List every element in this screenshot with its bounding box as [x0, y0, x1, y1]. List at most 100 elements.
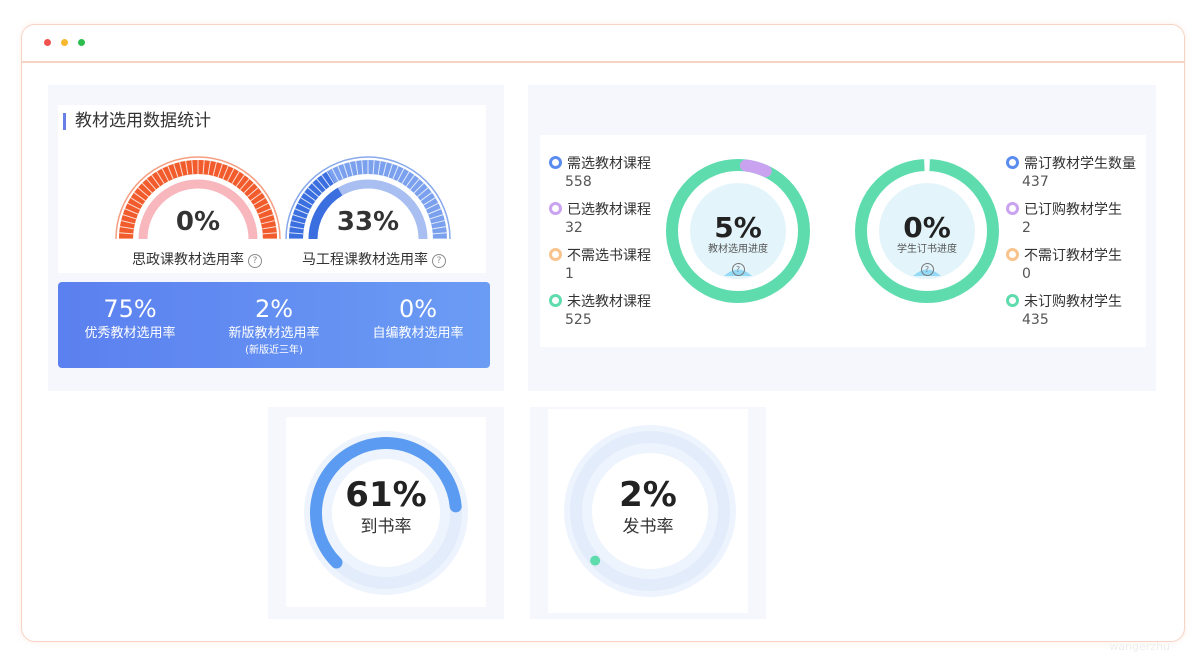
arrival-rate-svg [304, 431, 468, 595]
gauge-tick [289, 232, 304, 235]
gauge-tick [217, 163, 223, 178]
legend-item: 需订教材学生数量 437 [1006, 155, 1136, 191]
gauge-tick [405, 174, 415, 187]
gauge-tick [425, 202, 439, 210]
arrival-rate-percent: 61% [345, 475, 427, 515]
gauge-tick [321, 174, 331, 187]
gauge-tick [262, 232, 277, 235]
gauge-tick [409, 178, 420, 190]
gauge-tick [427, 208, 442, 215]
gauge-tick [311, 182, 323, 194]
rate-ring-value-dot [590, 555, 601, 566]
gauge-tick [185, 160, 189, 175]
close-dot-icon[interactable] [44, 39, 51, 46]
gauge-tick [343, 163, 349, 178]
gauge-tick [156, 171, 165, 184]
legend-label: 未选教材课程 [567, 294, 651, 310]
gauge-tick [257, 208, 272, 215]
course-progress-percent: 5% [714, 211, 762, 244]
gauge-tick [337, 165, 344, 180]
gauge-tick [255, 202, 269, 210]
gauge-tick [247, 187, 259, 198]
gauge-tick [300, 197, 313, 206]
legend-label: 已订购教材学生 [1024, 202, 1122, 218]
stat-new-edition-value: 2% [254, 295, 294, 323]
legend-value: 435 [1022, 312, 1049, 328]
legend-item: 未订购教材学生 435 [1006, 293, 1122, 329]
watermark: wangerzhu [1109, 640, 1170, 653]
progress-card: 需选教材课程 558 已选教材课程 32 不需选书课程 1 未选教材课程 525 需订教材学生… [540, 135, 1146, 347]
legend-value: 437 [1022, 174, 1049, 190]
gauge-tick [377, 160, 381, 175]
maximize-dot-icon[interactable] [78, 39, 85, 46]
gauge-tick [127, 202, 141, 210]
gauge-tick [122, 214, 137, 220]
help-icon[interactable]: ? [248, 254, 262, 268]
course-progress-donut [666, 159, 810, 303]
arrival-rate-center: 61% 到书率 [286, 475, 486, 539]
gauge-tick [291, 220, 305, 225]
gauge-tick [261, 220, 275, 225]
gauge-tick [151, 174, 161, 187]
legend-label: 未订购教材学生 [1024, 294, 1122, 310]
gauge-tick [401, 171, 410, 184]
gauge-tick [417, 187, 429, 198]
gauge-tick [250, 192, 263, 202]
legend-ring-icon [549, 156, 562, 169]
gauge-tick [392, 165, 399, 180]
help-icon[interactable]: ? [432, 254, 446, 268]
gauge-tick [137, 187, 149, 198]
engineering-gauge-percent: 33% [336, 207, 400, 237]
gauge-tick [207, 160, 211, 175]
legend-item: 未选教材课程 525 [549, 293, 651, 329]
gauge-tick [231, 171, 240, 184]
stat-excellent: 75% 优秀教材选用率 [60, 294, 200, 344]
student-progress-percent: 0% [903, 211, 951, 244]
ideology-gauge-percent: 0% [175, 207, 221, 237]
stat-new-edition-sub: (新版近三年) [245, 345, 303, 356]
help-icon[interactable]: ? [731, 263, 745, 276]
gauge-tick [429, 214, 444, 220]
gauge-tick [372, 160, 375, 175]
gauge-tick [397, 168, 405, 182]
legend-item: 已选教材课程 32 [549, 201, 651, 237]
dispatch-rate-svg [564, 425, 736, 597]
stat-new-edition-label: 新版教材选用率 [228, 326, 320, 341]
legend-label: 需选教材课程 [567, 156, 651, 172]
legend-item: 已订购教材学生 2 [1006, 201, 1122, 237]
stat-self-edited: 0% 自编教材选用率 [348, 294, 488, 344]
gauge-tick [432, 226, 447, 230]
gauge-tick [262, 226, 277, 230]
legend-item: 不需订教材学生 0 [1006, 247, 1122, 283]
legend-item: 需选教材课程 558 [549, 155, 651, 191]
dispatch-rate-ring [564, 425, 736, 597]
gauge-tick [413, 182, 425, 194]
selection-stats-panel: 教材选用数据统计 0% 33% 思政课教材选用率? 马工程课教材选用率? 75% [48, 85, 504, 391]
legend-value: 1 [565, 266, 574, 282]
gauge-inner-value [308, 187, 343, 240]
gauge-tick [292, 214, 307, 220]
legend-label: 不需订教材学生 [1024, 248, 1122, 264]
rate-ring-face [332, 459, 440, 567]
engineering-gauge [285, 156, 451, 240]
gauge-tick [331, 168, 339, 182]
gauge-tick [289, 226, 304, 230]
donut-inner-disc [690, 183, 786, 279]
gauge-tick [191, 160, 194, 175]
dispatch-rate-center: 2% 发书率 [548, 475, 748, 539]
gauge-tick [222, 165, 229, 180]
donut-inner-disc [879, 183, 975, 279]
dispatch-rate-percent: 2% [619, 475, 677, 515]
gauge-tick [124, 208, 139, 215]
gauge-tick [307, 187, 319, 198]
progress-panel: 需选教材课程 558 已选教材课程 32 不需选书课程 1 未选教材课程 525 需订教材学生… [528, 85, 1156, 391]
legend-value: 525 [565, 312, 592, 328]
legend-ring-icon [1006, 248, 1019, 261]
legend-item: 不需选书课程 1 [549, 247, 651, 283]
minimize-dot-icon[interactable] [61, 39, 68, 46]
ideology-gauge [115, 156, 281, 240]
donut-value-arc [739, 159, 772, 178]
help-icon[interactable]: ? [920, 263, 934, 276]
stat-excellent-value: 75% [103, 295, 157, 323]
course-progress-title: 教材选用进度 [708, 244, 768, 255]
